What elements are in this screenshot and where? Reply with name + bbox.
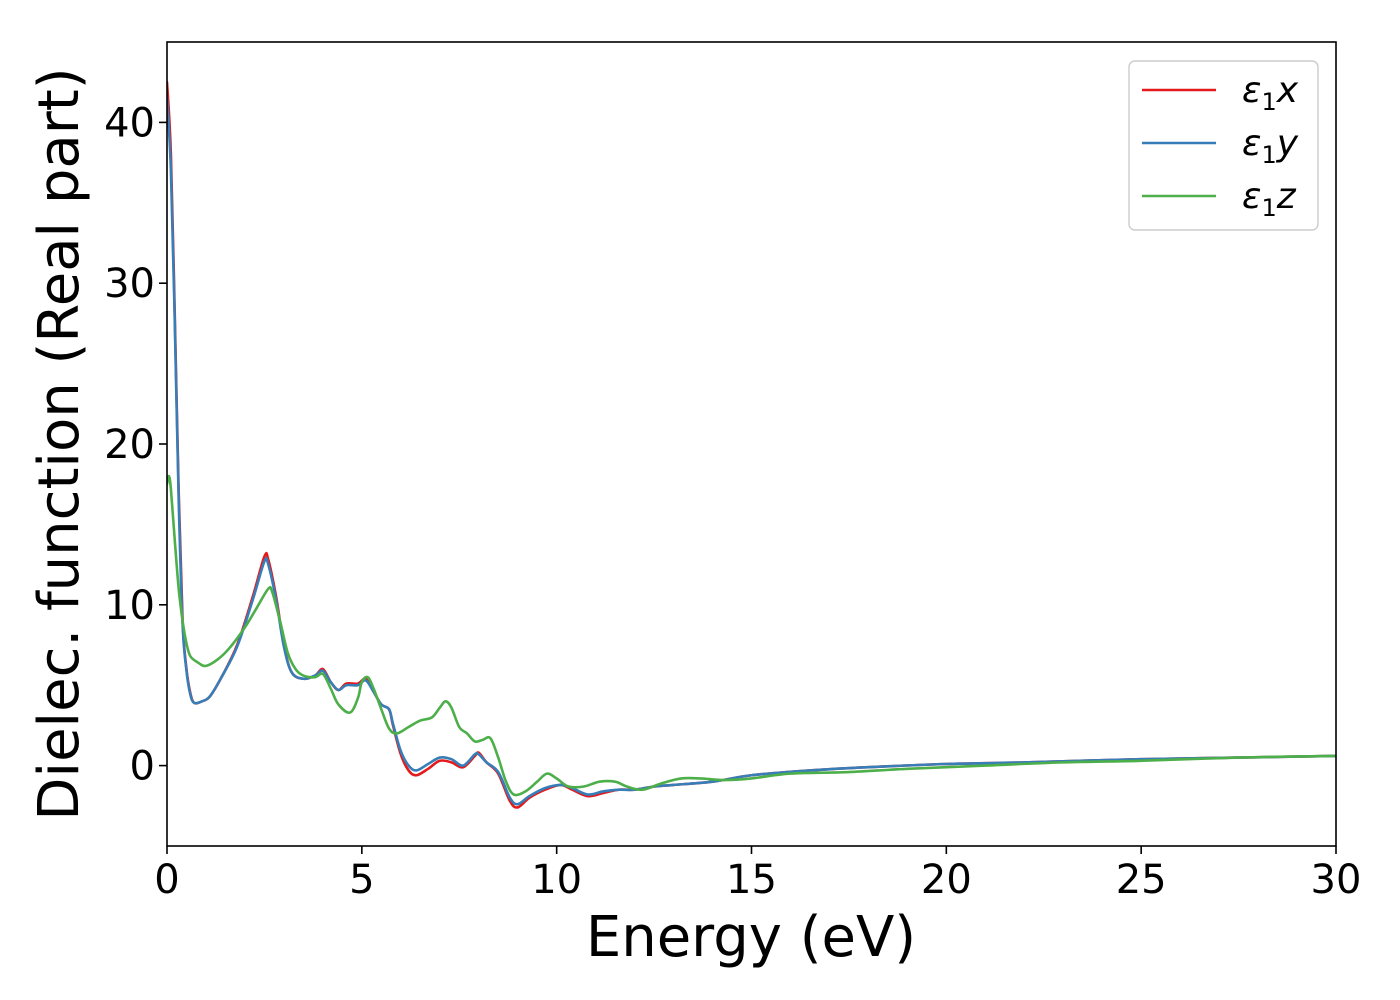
x-tick-label: 0 <box>154 857 179 903</box>
legend-label: ε1z <box>1242 176 1297 222</box>
x-tick-label: 20 <box>921 857 972 903</box>
series-line-e1y <box>167 96 1336 806</box>
legend-label: ε1x <box>1242 70 1299 116</box>
x-axis: 0 5 10 15 20 25 30 <box>154 846 1361 903</box>
y-tick-label: 30 <box>104 261 155 307</box>
y-tick-label: 10 <box>104 583 155 629</box>
y-tick-label: 20 <box>104 422 155 468</box>
legend-box <box>1128 60 1319 231</box>
x-tick-label: 10 <box>531 857 582 903</box>
y-axis: 0 10 20 30 40 <box>104 100 167 790</box>
legend-label: ε1y <box>1242 123 1299 169</box>
x-tick-label: 15 <box>726 857 777 903</box>
y-tick-label: 0 <box>130 744 155 790</box>
x-tick-label: 5 <box>349 857 374 903</box>
y-tick-label: 40 <box>104 100 155 146</box>
series-line-e1z <box>167 474 1336 797</box>
y-axis-label: Dielec. function (Real part) <box>27 67 92 820</box>
legend: ε1x ε1y ε1z <box>1128 60 1319 231</box>
series-layer <box>167 80 1336 809</box>
x-axis-label: Energy (eV) <box>586 905 916 970</box>
x-tick-label: 30 <box>1311 857 1362 903</box>
x-tick-label: 25 <box>1116 857 1167 903</box>
